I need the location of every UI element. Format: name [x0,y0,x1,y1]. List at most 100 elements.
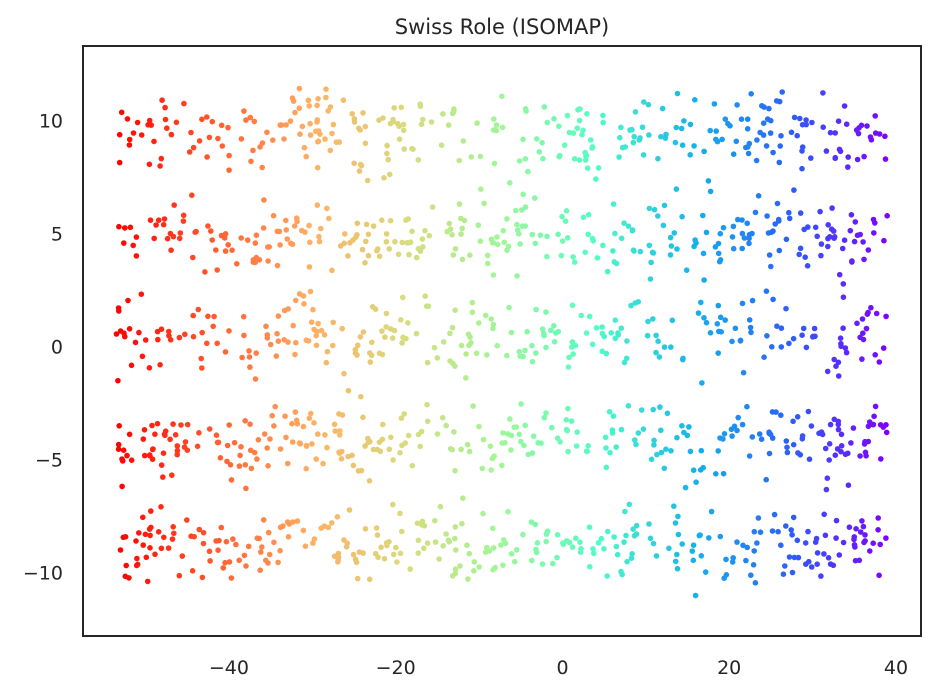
data-point [189,568,196,574]
data-point [534,136,540,142]
data-point [609,430,616,436]
data-point [313,342,320,349]
data-point [133,234,140,240]
data-point [152,551,158,558]
data-point [182,331,188,338]
data-point [440,339,447,345]
data-point [720,224,727,231]
data-point [500,537,507,543]
data-point [362,140,369,147]
data-point [385,156,392,163]
data-point [654,451,660,458]
data-point [128,362,135,369]
data-point [790,441,797,448]
data-point [211,313,217,320]
data-point [835,373,842,379]
data-point [147,545,153,551]
data-point [354,575,361,582]
data-point [791,554,798,561]
data-point [514,227,521,233]
data-point [671,230,678,236]
data-point [165,545,172,551]
data-point [850,425,857,431]
data-point [585,211,592,218]
data-point [802,254,808,260]
data-point [358,162,365,169]
data-point [324,348,331,355]
data-point [661,344,668,350]
data-point [653,332,659,339]
data-point [179,553,186,559]
data-point [322,136,328,142]
data-point [160,221,167,228]
data-point [861,441,868,447]
data-point [440,543,447,549]
data-point [589,341,596,348]
data-point [835,359,842,366]
data-point [320,460,326,467]
data-point [591,550,597,557]
data-point [171,530,177,537]
data-point [311,420,317,426]
data-point [845,164,851,170]
data-point [471,559,478,565]
data-point [780,571,787,577]
data-point [464,542,470,548]
data-point [511,424,517,431]
data-point [601,546,607,552]
data-point [810,334,816,340]
data-point [789,569,796,576]
data-point [205,223,211,229]
data-point [666,545,672,552]
data-point [452,246,459,252]
data-point [543,410,549,416]
data-point [247,364,253,370]
data-point [735,414,741,421]
data-point [629,227,636,233]
data-point [489,239,496,246]
data-point [490,325,496,332]
data-point [270,137,276,143]
data-point [251,449,258,456]
data-point [582,149,588,156]
data-point [172,432,179,438]
data-point [475,222,482,228]
data-point [198,355,204,362]
data-point [822,445,829,452]
data-point [593,325,600,331]
data-point [120,447,127,454]
data-point [409,228,415,235]
data-point [487,443,494,450]
data-point [847,227,854,234]
data-point [303,337,310,344]
data-point [673,124,680,131]
data-point [449,110,456,117]
data-point [452,566,459,572]
data-point [356,168,363,174]
data-point [362,443,368,449]
data-point [434,431,441,437]
data-point [499,93,505,100]
data-point [289,420,295,427]
data-point [701,277,707,283]
data-point [440,111,446,117]
data-point [287,118,294,124]
data-point [356,549,363,555]
data-point [861,153,867,160]
data-point [706,535,712,541]
data-point [499,462,505,469]
data-point [406,251,412,258]
data-point [452,570,459,577]
data-point [851,536,857,543]
data-point [880,424,887,430]
data-point [808,155,814,161]
data-point [723,556,729,563]
data-point [277,122,284,128]
data-point [600,119,606,126]
data-point [544,119,551,126]
data-point [247,421,253,428]
data-point [431,344,438,351]
data-point [778,542,784,548]
data-point [413,330,420,337]
data-point [281,337,288,343]
